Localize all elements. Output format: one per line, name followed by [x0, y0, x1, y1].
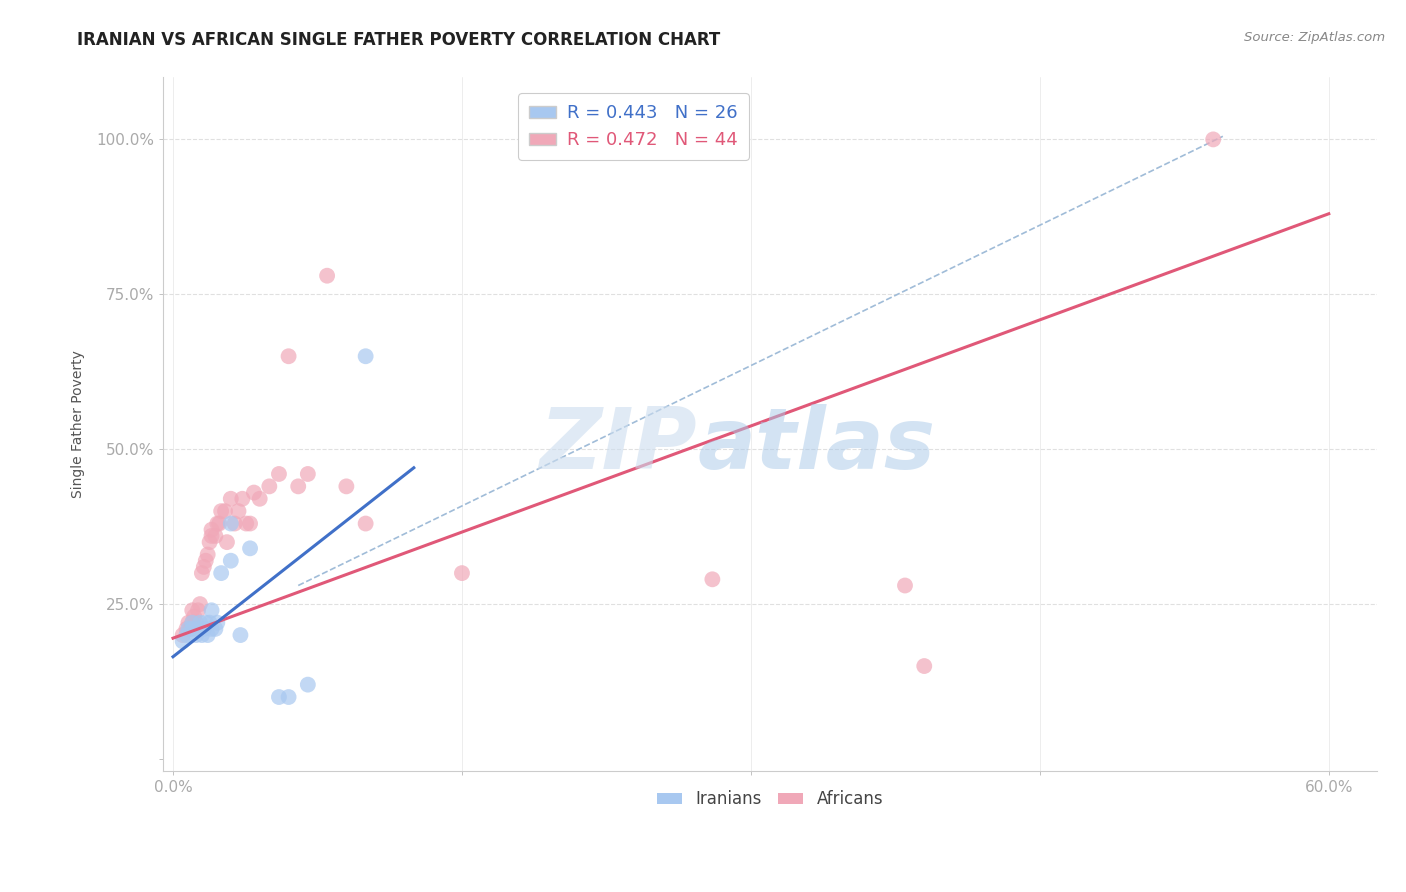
Point: [894, 578, 917, 592]
Point: [207, 516, 229, 531]
Point: [219, 491, 242, 506]
Point: [208, 516, 231, 531]
Point: [193, 560, 215, 574]
Point: [197, 628, 219, 642]
Point: [183, 609, 205, 624]
Point: [176, 628, 198, 642]
Point: [181, 603, 204, 617]
Point: [191, 566, 214, 581]
Point: [187, 603, 209, 617]
Point: [179, 622, 201, 636]
Point: [297, 678, 319, 692]
Point: [200, 603, 222, 617]
Point: [177, 615, 200, 630]
Point: [224, 516, 246, 531]
Point: [267, 690, 290, 704]
Point: [451, 566, 474, 581]
Text: ZIP: ZIP: [540, 404, 697, 487]
Point: [297, 467, 319, 481]
Point: [235, 516, 257, 531]
Point: [243, 485, 266, 500]
Point: [188, 597, 211, 611]
Point: [912, 659, 935, 673]
Legend: Iranians, Africans: Iranians, Africans: [651, 784, 890, 815]
Point: [207, 615, 229, 630]
Point: [184, 615, 207, 630]
Point: [191, 628, 214, 642]
Point: [200, 529, 222, 543]
Text: Source: ZipAtlas.com: Source: ZipAtlas.com: [1244, 31, 1385, 45]
Point: [354, 516, 377, 531]
Point: [214, 504, 236, 518]
Point: [204, 622, 226, 636]
Point: [194, 615, 217, 630]
Point: [200, 622, 222, 636]
Point: [267, 467, 290, 481]
Point: [277, 349, 299, 363]
Point: [197, 548, 219, 562]
Point: [181, 615, 204, 630]
Point: [198, 615, 221, 630]
Point: [239, 541, 262, 556]
Point: [172, 628, 194, 642]
Point: [194, 554, 217, 568]
Point: [172, 634, 194, 648]
Point: [198, 535, 221, 549]
Point: [209, 566, 232, 581]
Text: IRANIAN VS AFRICAN SINGLE FATHER POVERTY CORRELATION CHART: IRANIAN VS AFRICAN SINGLE FATHER POVERTY…: [77, 31, 721, 49]
Y-axis label: Single Father Poverty: Single Father Poverty: [72, 351, 86, 499]
Point: [287, 479, 309, 493]
Point: [259, 479, 281, 493]
Point: [277, 690, 299, 704]
Point: [702, 572, 724, 586]
Point: [181, 615, 204, 630]
Point: [204, 529, 226, 543]
Point: [215, 535, 238, 549]
Point: [219, 554, 242, 568]
Point: [184, 628, 207, 642]
Point: [219, 516, 242, 531]
Point: [354, 349, 377, 363]
Point: [181, 622, 204, 636]
Point: [177, 622, 200, 636]
Point: [209, 504, 232, 518]
Point: [200, 523, 222, 537]
Point: [229, 628, 252, 642]
Point: [176, 622, 198, 636]
Point: [239, 516, 262, 531]
Point: [231, 491, 253, 506]
Point: [228, 504, 250, 518]
Point: [1202, 132, 1225, 146]
Point: [249, 491, 271, 506]
Point: [188, 615, 211, 630]
Text: atlas: atlas: [697, 404, 935, 487]
Point: [316, 268, 339, 283]
Point: [193, 622, 215, 636]
Point: [187, 622, 209, 636]
Point: [335, 479, 357, 493]
